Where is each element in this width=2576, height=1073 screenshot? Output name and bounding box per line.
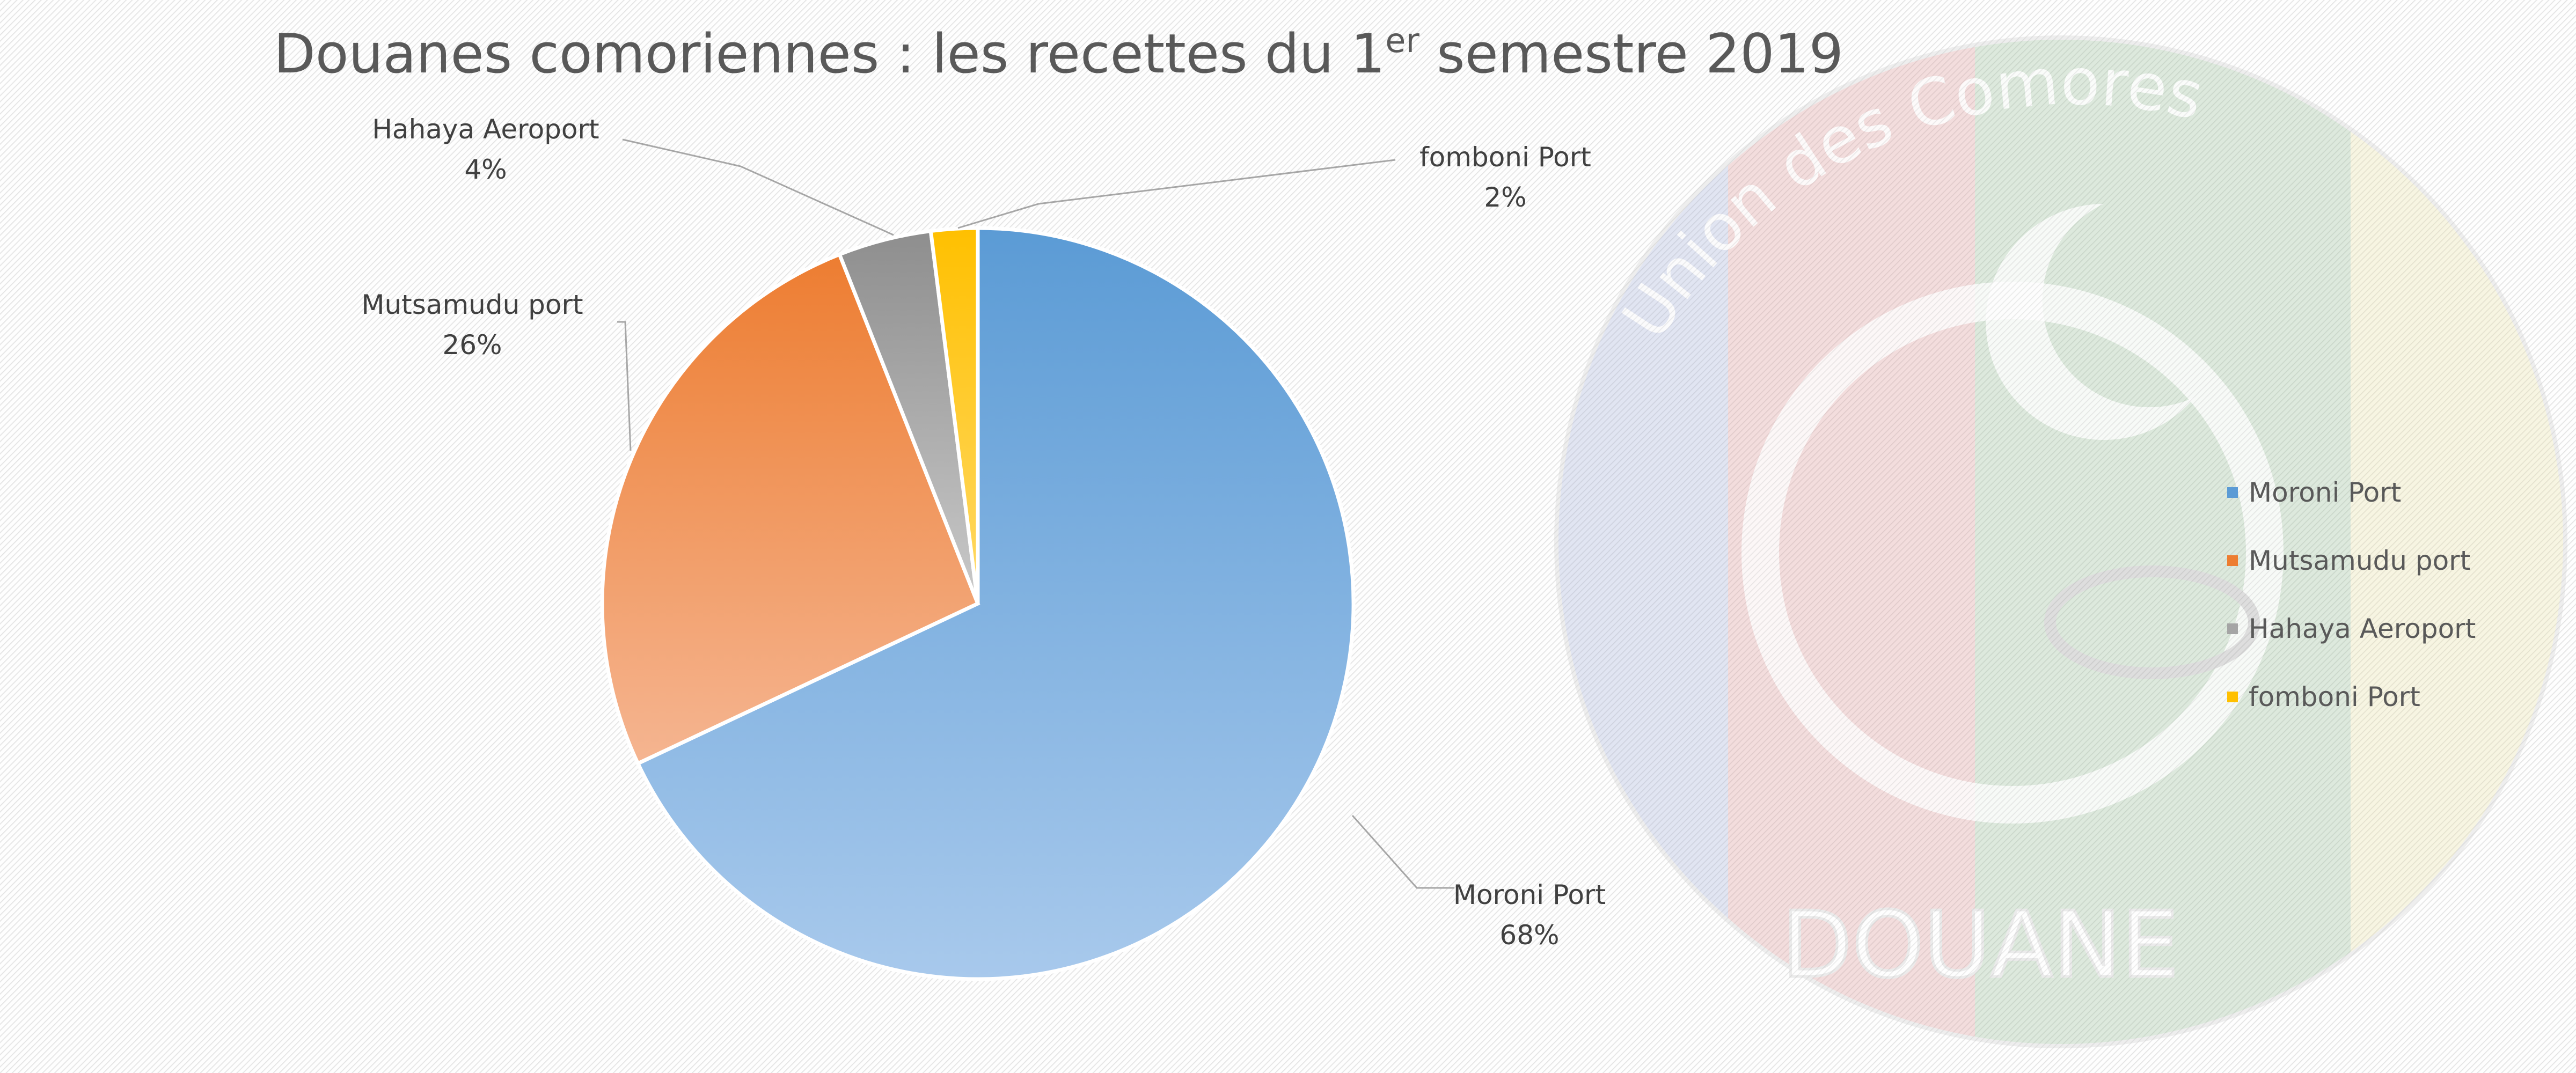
leader-line-moroni-port <box>1351 815 1454 889</box>
pie-slice-mutsamudu-port <box>600 252 980 766</box>
data-label-category-hahaya-aeroport: Hahaya Aeroport <box>372 114 599 145</box>
data-label-category-mutsamudu-port: Mutsamudu port <box>361 289 583 320</box>
watermark-text: DOUANE <box>1782 892 2179 998</box>
legend-label-hahaya-aeroport: Hahaya Aeroport <box>2249 613 2476 644</box>
data-label-category-moroni-port: Moroni Port <box>1453 879 1606 910</box>
leader-lines <box>617 138 1454 889</box>
data-label-value-moroni-port: 68% <box>1499 920 1559 951</box>
data-label-value-mutsamudu-port: 26% <box>442 329 502 361</box>
leader-line-fomboni-port <box>957 159 1396 229</box>
pie-slice-moroni-port <box>635 226 1356 981</box>
data-label-value-hahaya-aeroport: 4% <box>464 154 507 185</box>
legend-swatch-fomboni-port <box>2227 692 2238 702</box>
chart-title: Douanes comoriennes : les recettes du 1e… <box>274 21 1843 85</box>
legend-swatch-mutsamudu-port <box>2227 555 2238 566</box>
pie-slice-fomboni-port <box>928 226 980 604</box>
data-labels: Moroni Port 68% Mutsamudu port 26% Hahaya Ae… <box>361 114 1606 951</box>
legend-label-moroni-port: Moroni Port <box>2249 477 2401 508</box>
legend-swatch-moroni-port <box>2227 487 2238 498</box>
legend: Moroni Port Mutsamudu port Hahaya Aeroport… <box>2227 477 2476 712</box>
legend-label-mutsamudu-port: Mutsamudu port <box>2249 545 2470 576</box>
pie-slices <box>600 226 1356 981</box>
data-label-value-fomboni-port: 2% <box>1484 182 1526 213</box>
leader-line-mutsamudu-port <box>617 321 632 451</box>
legend-swatch-hahaya-aeroport <box>2227 623 2238 634</box>
customs-emblem-watermark: Union des Comores DOUANE <box>1554 35 2567 1048</box>
legend-label-fomboni-port: fomboni Port <box>2249 681 2420 712</box>
leader-line-hahaya-aeroport <box>622 138 894 236</box>
data-label-category-fomboni-port: fomboni Port <box>1419 142 1591 173</box>
